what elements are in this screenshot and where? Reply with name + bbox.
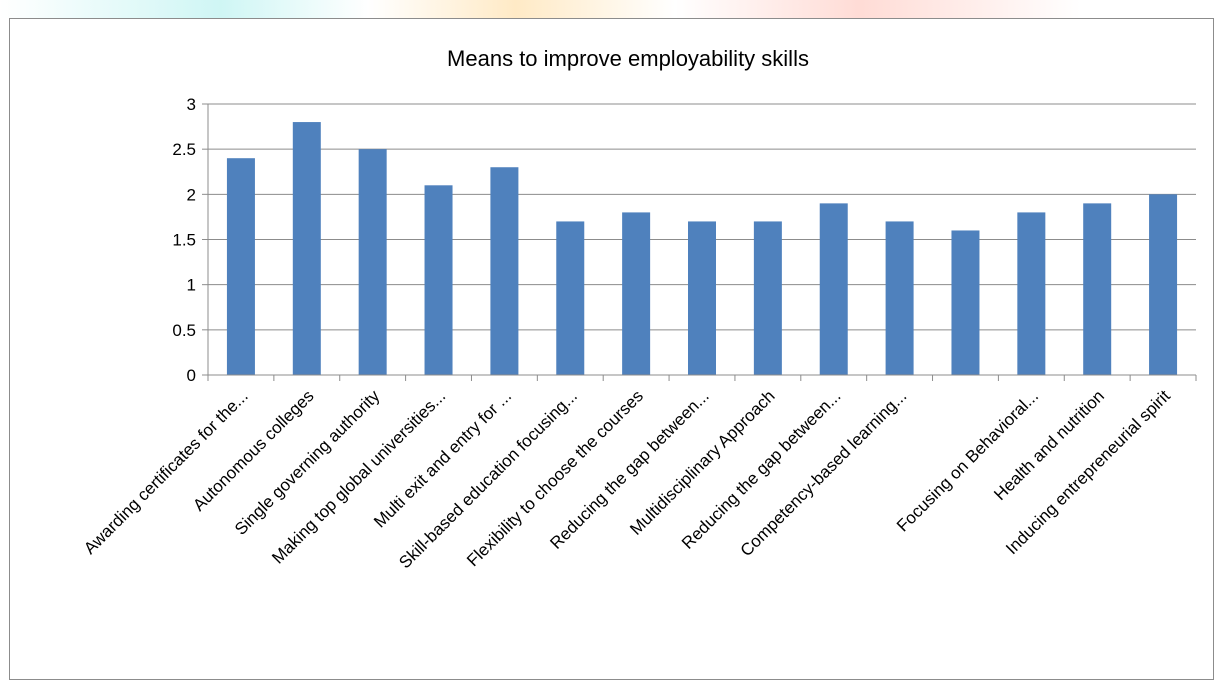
y-tick-label: 0 [187, 366, 196, 385]
x-category-label: Multi exit and entry for ... [370, 386, 515, 531]
y-tick-label: 1 [187, 276, 196, 295]
bar [951, 230, 980, 375]
bar [424, 185, 453, 375]
x-axis-labels: Awarding certificates for the...Autonomo… [80, 375, 1197, 572]
bar [1017, 212, 1046, 375]
bar [292, 122, 321, 375]
bar [1149, 194, 1178, 375]
x-category-label: Autonomous colleges [189, 386, 317, 514]
bar [226, 158, 255, 375]
bar [358, 149, 387, 375]
y-tick-label: 1.5 [172, 231, 196, 250]
y-tick-label: 2.5 [172, 140, 196, 159]
bar [819, 203, 848, 375]
y-tick-label: 0.5 [172, 321, 196, 340]
chart-frame [9, 18, 1214, 680]
bar [490, 167, 519, 375]
bar-series [226, 122, 1178, 375]
chart-title: Means to improve employability skills [447, 46, 809, 71]
y-tick-label: 3 [187, 95, 196, 114]
y-tick-label: 2 [187, 185, 196, 204]
bar [556, 221, 585, 375]
bar [688, 221, 716, 375]
bar [753, 221, 782, 375]
y-axis-ticks: 0 0.5 1 1.5 2 2.5 3 [172, 95, 208, 385]
x-category-label: Health and nutrition [990, 386, 1108, 504]
bar [622, 212, 651, 375]
bar [1083, 203, 1112, 375]
top-decorative-strip [0, 0, 1228, 18]
bar [885, 221, 914, 375]
